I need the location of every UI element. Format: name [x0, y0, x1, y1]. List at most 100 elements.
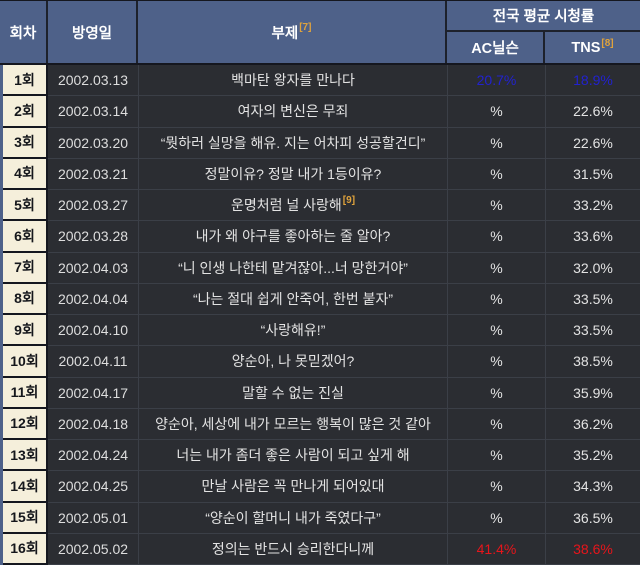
table-row: 9회 2002.04.10 “사랑해유!” % 33.5% [0, 315, 640, 347]
episode-cell: 6회 [3, 221, 48, 253]
table-row: 16회 2002.05.02 정의는 반드시 승리한다니께 41.4% 38.6… [0, 533, 640, 565]
air-date-cell: 2002.04.25 [48, 471, 138, 503]
table-body: 1회 2002.03.13 백마탄 왕자를 만나다 20.7% 18.9% 2회… [0, 65, 640, 565]
air-date-cell: 2002.03.20 [48, 127, 138, 159]
episode-cell: 2회 [3, 96, 48, 128]
episode-cell: 4회 [3, 158, 48, 190]
table-row: 13회 2002.04.24 너는 내가 좀더 좋은 사람이 되고 싶게 해 %… [0, 440, 640, 472]
ac-nielsen-rating-cell: % [447, 471, 545, 503]
ac-nielsen-rating-cell: % [447, 127, 545, 159]
table-row: 2회 2002.03.14 여자의 변신은 무죄 % 22.6% [0, 96, 640, 128]
tns-rating-cell: 31.5% [545, 158, 640, 190]
subtitle-text: 백마탄 왕자를 만나다 [231, 72, 355, 89]
subtitle-text: “사랑해유!” [260, 322, 326, 339]
air-date-cell: 2002.04.18 [48, 408, 138, 440]
column-header-tns: TNS [8] [545, 32, 640, 63]
tns-rating-cell: 36.2% [545, 408, 640, 440]
episode-cell: 12회 [3, 408, 48, 440]
air-date-cell: 2002.03.14 [48, 96, 138, 128]
subtitle-cell: 백마탄 왕자를 만나다 [138, 65, 447, 97]
subtitle-footnote-link[interactable]: [9] [342, 195, 356, 207]
tns-header-label: TNS [571, 39, 601, 56]
ac-nielsen-rating-cell: % [447, 283, 545, 315]
subtitle-text: “나는 절대 쉽게 안죽어, 한번 붙자” [192, 290, 394, 307]
ac-nielsen-rating-cell: % [447, 96, 545, 128]
ac-nielsen-rating-cell: % [447, 252, 545, 284]
ac-nielsen-rating-cell: % [447, 190, 545, 222]
subtitle-cell: 운명처럼 널 사랑해 [9] [138, 190, 447, 222]
ac-nielsen-rating-cell: % [447, 440, 545, 472]
air-date-cell: 2002.04.10 [48, 315, 138, 347]
ac-nielsen-rating-cell: % [447, 158, 545, 190]
subtitle-text: 운명처럼 널 사랑해 [230, 197, 342, 214]
episode-cell: 3회 [3, 127, 48, 159]
table-row: 3회 2002.03.20 “뭣하러 실망을 해유. 지는 어차피 성공할건디”… [0, 127, 640, 159]
subtitle-cell: 정의는 반드시 승리한다니께 [138, 533, 447, 565]
table-row: 11회 2002.04.17 말할 수 없는 진실 % 35.9% [0, 377, 640, 409]
subtitle-text: 정의는 반드시 승리한다니께 [211, 540, 375, 557]
subtitle-text: “니 인생 나한테 맡겨잖아...너 망한거야” [178, 259, 408, 276]
table-row: 14회 2002.04.25 만날 사람은 꼭 만나게 되어있대 % 34.3% [0, 471, 640, 503]
ac-nielsen-rating-cell: % [447, 221, 545, 253]
air-date-cell: 2002.03.13 [48, 65, 138, 97]
ac-nielsen-rating-cell: 41.4% [447, 533, 545, 565]
tns-rating-cell: 34.3% [545, 471, 640, 503]
episode-cell: 14회 [3, 471, 48, 503]
tns-rating-cell: 32.0% [545, 252, 640, 284]
subtitle-cell: “니 인생 나한테 맡겨잖아...너 망한거야” [138, 252, 447, 284]
table-header: 회차 방영일 부제 [7] 전국 평균 시청률 AC닐슨 TNS [8] [0, 1, 640, 65]
tns-rating-cell: 22.6% [545, 127, 640, 159]
table-row: 6회 2002.03.28 내가 왜 야구를 좋아하는 줄 알아? % 33.6… [0, 221, 640, 253]
episode-cell: 9회 [3, 315, 48, 347]
table-row: 1회 2002.03.13 백마탄 왕자를 만나다 20.7% 18.9% [0, 65, 640, 97]
air-date-cell: 2002.05.01 [48, 502, 138, 534]
episode-cell: 16회 [3, 533, 48, 565]
subtitle-text: 내가 왜 야구를 좋아하는 줄 알아? [195, 228, 391, 245]
footnote-link-8[interactable]: [8] [601, 37, 614, 49]
subtitle-cell: “나는 절대 쉽게 안죽어, 한번 붙자” [138, 283, 447, 315]
ac-nielsen-rating-cell: % [447, 377, 545, 409]
episode-cell: 13회 [3, 440, 48, 472]
subtitle-cell: 여자의 변신은 무죄 [138, 96, 447, 128]
subtitle-text: “양순이 할머니 내가 죽였다구” [205, 509, 381, 526]
tns-rating-cell: 33.5% [545, 283, 640, 315]
tns-rating-cell: 38.5% [545, 346, 640, 378]
episode-cell: 15회 [3, 502, 48, 534]
tns-rating-cell: 33.2% [545, 190, 640, 222]
subtitle-cell: 양순아, 세상에 내가 모르는 행복이 많은 것 같아 [138, 408, 447, 440]
table-row: 8회 2002.04.04 “나는 절대 쉽게 안죽어, 한번 붙자” % 33… [0, 283, 640, 315]
column-header-subtitle: 부제 [7] [138, 1, 447, 63]
episode-cell: 8회 [3, 283, 48, 315]
subtitle-text: “뭣하러 실망을 해유. 지는 어차피 성공할건디” [160, 134, 426, 151]
tns-rating-cell: 22.6% [545, 96, 640, 128]
air-date-cell: 2002.05.02 [48, 533, 138, 565]
footnote-link-7[interactable]: [7] [299, 22, 312, 33]
ac-nielsen-rating-cell: % [447, 502, 545, 534]
column-header-air-date: 방영일 [48, 1, 138, 63]
subtitle-text: 만날 사람은 꼭 만나게 되어있대 [201, 478, 385, 495]
table-row: 10회 2002.04.11 양순아, 나 못믿겠어? % 38.5% [0, 346, 640, 378]
air-date-cell: 2002.03.27 [48, 190, 138, 222]
subtitle-cell: “사랑해유!” [138, 315, 447, 347]
subtitle-text: 양순아, 세상에 내가 모르는 행복이 많은 것 같아 [155, 415, 431, 432]
subtitle-header-label: 부제 [271, 25, 299, 42]
ac-nielsen-rating-cell: % [447, 315, 545, 347]
tns-rating-cell: 36.5% [545, 502, 640, 534]
ac-nielsen-rating-cell: % [447, 408, 545, 440]
subtitle-text: 정말이유? 정말 내가 1등이유? [204, 165, 382, 182]
column-header-ac-nielsen: AC닐슨 [447, 32, 545, 63]
episode-cell: 1회 [3, 65, 48, 97]
ac-nielsen-rating-cell: 20.7% [447, 65, 545, 97]
subtitle-cell: 양순아, 나 못믿겠어? [138, 346, 447, 378]
tns-rating-cell: 38.6% [545, 533, 640, 565]
ac-nielsen-rating-cell: % [447, 346, 545, 378]
table-row: 15회 2002.05.01 “양순이 할머니 내가 죽였다구” % 36.5% [0, 502, 640, 534]
table-row: 5회 2002.03.27 운명처럼 널 사랑해 [9] % 33.2% [0, 190, 640, 222]
column-header-ratings-group: 전국 평균 시청률 [447, 1, 640, 32]
table-row: 4회 2002.03.21 정말이유? 정말 내가 1등이유? % 31.5% [0, 158, 640, 190]
subtitle-cell: “양순이 할머니 내가 죽였다구” [138, 502, 447, 534]
subtitle-text: 여자의 변신은 무죄 [237, 103, 349, 120]
column-header-ratings: 전국 평균 시청률 AC닐슨 TNS [8] [447, 1, 640, 63]
subtitle-cell: 말할 수 없는 진실 [138, 377, 447, 409]
